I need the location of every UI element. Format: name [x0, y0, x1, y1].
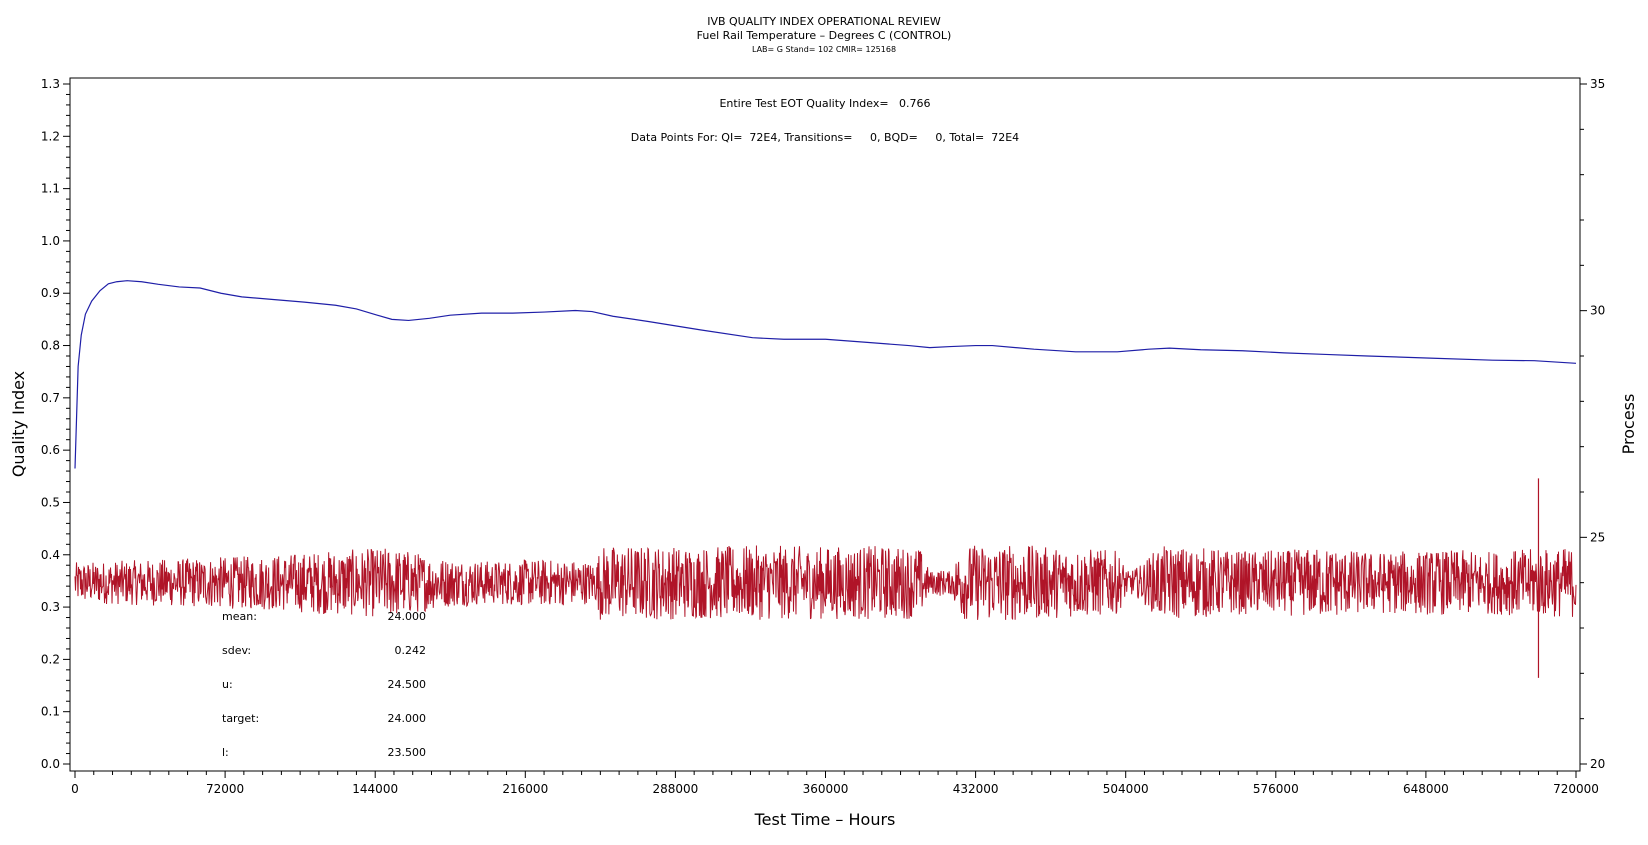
x-tick-label: 0: [71, 782, 79, 796]
y2-tick-label: 30: [1590, 304, 1605, 318]
y-tick-label: 1.1: [41, 182, 60, 196]
stat-label: sdev:: [222, 644, 251, 657]
y2-tick-label: 35: [1590, 77, 1605, 91]
x-tick-label: 432000: [953, 782, 999, 796]
y2-axis-label: Process: [1619, 394, 1638, 455]
stat-value: 23.500: [388, 746, 427, 759]
quality-index-series: [74, 280, 1577, 469]
y-tick-label: 0.6: [41, 443, 60, 457]
x-tick-label: 360000: [803, 782, 849, 796]
stat-label: mean:: [222, 610, 257, 623]
y-tick-label: 0.9: [41, 286, 60, 300]
process-series: [74, 478, 1577, 678]
x-tick-label: 144000: [352, 782, 398, 796]
plot-frame: [69, 77, 1581, 772]
y-tick-label: 1.2: [41, 129, 60, 143]
process-line: [74, 545, 1577, 620]
x-tick-label: 720000: [1553, 782, 1599, 796]
x-axis-label: Test Time – Hours: [754, 810, 896, 829]
data-points-annotation: Data Points For: QI= 72E4, Transitions= …: [631, 131, 1019, 144]
stat-label: target:: [222, 712, 259, 725]
stat-value: 0.242: [395, 644, 427, 657]
chart-subsubtitle: LAB= G Stand= 102 CMIR= 125168: [752, 45, 896, 54]
x-tick-label: 648000: [1403, 782, 1449, 796]
y-tick-label: 0.0: [41, 757, 60, 771]
quality-index-line: [74, 280, 1577, 469]
y-axis-label: Quality Index: [9, 371, 28, 477]
x-tick-label: 288000: [652, 782, 698, 796]
y-tick-label: 0.4: [41, 548, 60, 562]
axis-ticks: 0 72000 144000 216000 288000 360000 432000 5040…: [41, 77, 1605, 796]
y-tick-label: 0.2: [41, 652, 60, 666]
stats-table: mean: 24.000 sdev: 0.242 u: 24.500 target: 24.0…: [222, 610, 426, 759]
qi-annotation: Entire Test EOT Quality Index= 0.766: [719, 97, 930, 110]
x-tick-label: 504000: [1103, 782, 1149, 796]
chart-title: IVB QUALITY INDEX OPERATIONAL REVIEW: [707, 15, 941, 28]
y-tick-label: 0.3: [41, 600, 60, 614]
stat-label: l:: [222, 746, 229, 759]
y-tick-label: 1.3: [41, 77, 60, 91]
stat-label: u:: [222, 678, 233, 691]
y-tick-label: 0.1: [41, 705, 60, 719]
y-tick-label: 1.0: [41, 234, 60, 248]
stat-value: 24.500: [388, 678, 427, 691]
x-tick-label: 576000: [1253, 782, 1299, 796]
y-tick-label: 0.8: [41, 339, 60, 353]
y-tick-label: 0.7: [41, 391, 60, 405]
y-tick-label: 0.5: [41, 495, 60, 509]
stat-value: 24.000: [388, 712, 427, 725]
stat-value: 24.000: [388, 610, 427, 623]
x-tick-label: 72000: [206, 782, 244, 796]
chart-subtitle: Fuel Rail Temperature – Degrees C (CONTR…: [697, 29, 952, 42]
x-tick-label: 216000: [502, 782, 548, 796]
y2-tick-label: 20: [1590, 757, 1605, 771]
y2-tick-label: 25: [1590, 530, 1605, 544]
